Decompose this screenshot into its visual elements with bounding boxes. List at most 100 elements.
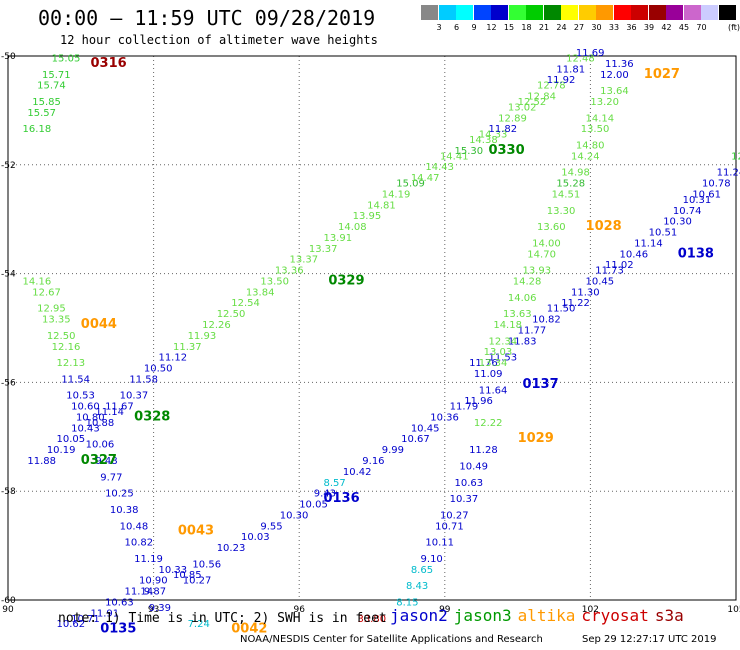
- orbit-time-label: 0136: [323, 491, 359, 506]
- legend-entry: s3a: [654, 606, 684, 625]
- wave-height-label: 9.87: [144, 587, 166, 598]
- wave-height-label: 15.74: [37, 81, 66, 92]
- wave-height-label: 10.82: [532, 315, 561, 326]
- wave-height-label: 11.88: [27, 456, 56, 467]
- wave-height-label: 10.60: [71, 402, 100, 413]
- wave-height-label: 13.37: [309, 244, 338, 255]
- colorbar-label: 42: [661, 23, 672, 32]
- wave-height-label: 14.19: [382, 189, 411, 200]
- wave-height-label: 10.71: [435, 521, 464, 532]
- wave-height-label: 12.26: [202, 320, 231, 331]
- wave-height-label: 13.50: [581, 124, 610, 135]
- wave-height-label: 14.00: [532, 238, 561, 249]
- x-tick-label: 105: [727, 605, 740, 615]
- colorbar-label: 70: [696, 23, 707, 32]
- colorbar-label: 15: [503, 23, 515, 32]
- wave-height-label: 8.15: [396, 597, 418, 608]
- wave-height-label: 13.37: [289, 255, 318, 266]
- wave-height-label: 11.73: [595, 266, 624, 277]
- wave-height-label: 13.30: [547, 206, 576, 217]
- wave-height-label: 11.69: [576, 48, 605, 59]
- wave-height-label: 10.30: [280, 510, 309, 521]
- wave-height-label: 10.71: [71, 614, 100, 625]
- colorbar-label: 12: [486, 23, 497, 32]
- wave-height-label: 10.19: [47, 445, 76, 456]
- wave-height-label: 11.12: [158, 353, 187, 364]
- colorbar-unit: (ft): [728, 23, 740, 32]
- wave-height-label: 10.88: [86, 418, 115, 429]
- legend-entry: jason2: [390, 606, 448, 625]
- wave-height-label: 10.25: [105, 489, 134, 500]
- wave-height-label: 15.71: [42, 70, 71, 81]
- colorbar-label: 3: [436, 23, 442, 32]
- y-tick-label: -56: [1, 378, 16, 388]
- wave-height-label: 13.63: [503, 309, 532, 320]
- colorbar-label: 27: [573, 23, 585, 32]
- orbit-labels: 0316102703301028013803290044013703281029…: [81, 56, 714, 637]
- legend-entry: altika: [517, 606, 576, 625]
- wave-height-label: 8.65: [411, 565, 433, 576]
- wave-height-label: 11.14: [95, 407, 124, 418]
- wave-height-label: 10.05: [299, 500, 328, 511]
- wave-height-label: 13.36: [275, 266, 304, 277]
- orbit-time-label: 0043: [178, 524, 214, 539]
- plot-grid: [8, 56, 736, 600]
- colorbar-label: 6: [453, 23, 460, 32]
- wave-height-label: 11.67: [105, 402, 134, 413]
- wave-height-label: 10.45: [411, 423, 440, 434]
- wave-height-label: 14.33: [479, 130, 508, 141]
- y-tick-label: -52: [1, 161, 16, 171]
- legend-entry: cryosat: [581, 606, 649, 625]
- wave-height-label: 12.34: [488, 336, 517, 347]
- wave-height-label: 16.18: [23, 124, 52, 135]
- wave-height-label: 9.39: [149, 603, 171, 614]
- wave-height-label: 10.06: [86, 440, 115, 451]
- wave-height-label: 13.20: [590, 97, 619, 108]
- wave-height-label: 11.30: [571, 287, 600, 298]
- wave-height-label: 12.50: [47, 331, 76, 342]
- x-tick-label: 102: [582, 605, 599, 615]
- wave-height-label: 10.45: [586, 276, 615, 287]
- wave-height-label: 11.24: [717, 168, 740, 179]
- colorbar-label: 36: [626, 23, 637, 32]
- wave-height-label: 15.09: [396, 179, 425, 190]
- wave-height-label: 14.70: [527, 249, 556, 260]
- orbit-time-label: 1027: [644, 67, 680, 82]
- wave-height-label: 10.33: [158, 565, 187, 576]
- wave-height-label: 11.50: [547, 304, 576, 315]
- wave-height-label: 11.91: [91, 608, 120, 619]
- wave-height-label: 10.37: [450, 494, 479, 505]
- wave-height-label: 10.61: [692, 189, 721, 200]
- wave-height-label: 15.57: [27, 108, 56, 119]
- wave-height-label: 11.53: [488, 353, 517, 364]
- wave-height-label: 11.36: [605, 59, 634, 70]
- wave-height-label: 12.84: [527, 92, 556, 103]
- wave-height-label: 10.53: [66, 391, 95, 402]
- wave-height-label: 10.43: [71, 423, 100, 434]
- wave-height-label: 13.95: [353, 211, 382, 222]
- wave-height-label: 10.63: [455, 478, 484, 489]
- colorbar-label: 24: [556, 23, 567, 32]
- wave-height-label: 13.64: [600, 86, 629, 97]
- wave-height-label: 14.81: [367, 200, 396, 211]
- legend-entry: jason3: [453, 606, 512, 625]
- wave-height-label: 11.22: [561, 298, 590, 309]
- wave-height-label: 10.27: [440, 510, 469, 521]
- x-tick-label: 99: [439, 605, 451, 615]
- orbit-time-label: 0330: [488, 143, 524, 158]
- wave-height-label: 12.13: [57, 358, 86, 369]
- wave-height-label: 9.16: [362, 456, 384, 467]
- wave-height-label: 10.50: [144, 364, 173, 375]
- wave-height-label: 10.05: [57, 434, 86, 445]
- axis-ticks: 90 93 96 99 102 105 -50 -52 -54 -56 -58 -60: [1, 52, 740, 615]
- wave-height-label: 10.48: [120, 521, 149, 532]
- orbit-time-label: 0329: [328, 273, 364, 288]
- colorbar-label: 39: [643, 23, 655, 32]
- wave-height-label: 13.02: [508, 102, 537, 113]
- wave-height-label: 12.54: [231, 298, 260, 309]
- footnote: note: 1) Time is in UTC; 2) SWH is in fe…: [58, 611, 387, 626]
- wave-height-label: 13.50: [260, 276, 289, 287]
- timestamp-text: Sep 29 12:27:17 UTC 2019: [582, 634, 717, 645]
- wave-height-label: 13.93: [522, 266, 551, 277]
